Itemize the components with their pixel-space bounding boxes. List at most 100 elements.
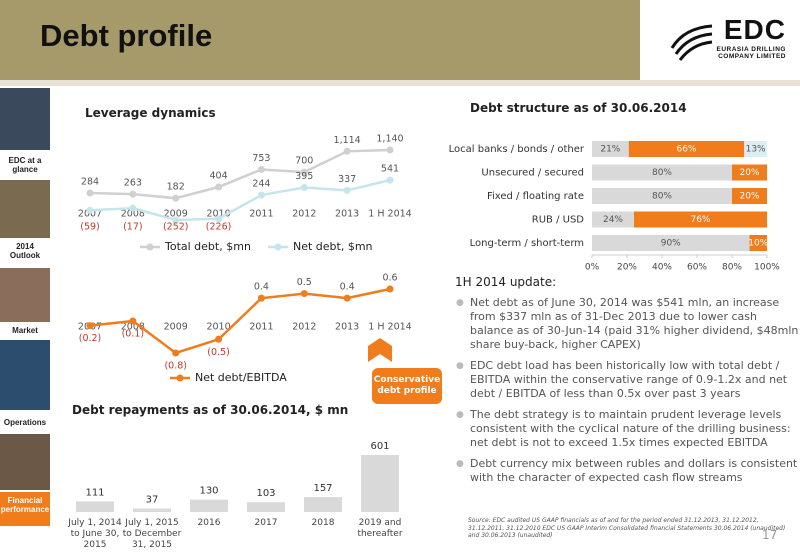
series-line (89, 178, 391, 222)
data-label: (226) (206, 222, 232, 233)
legend-label: Net debt, $mn (293, 240, 373, 253)
bar-segment (592, 141, 629, 157)
callout-chevron (368, 338, 392, 362)
bar (190, 499, 228, 512)
side-item: EDC at a glance (8, 156, 42, 174)
point (215, 335, 223, 343)
point (172, 194, 180, 202)
x-tick-label: July 1, 2014 to June 30, 2015 (68, 518, 122, 550)
bar-segment (732, 188, 767, 204)
data-label: (0.2) (79, 333, 102, 344)
bar-segment (744, 141, 767, 157)
point (300, 168, 308, 176)
side-item: Financial performance (0, 496, 50, 514)
data-label: 130 (199, 486, 218, 497)
bullet: Debt currency mix between rubles and dol… (456, 457, 800, 485)
side-item: 2014 Outlook (9, 242, 41, 260)
section-title: Debt structure as of 30.06.2014 (470, 101, 687, 115)
y-tick-label: Long-term / short-term (470, 238, 584, 249)
series-line (89, 287, 391, 355)
x-tick-label: 2008 (121, 322, 145, 333)
data-label: 20% (739, 168, 759, 178)
data-label: (0.5) (207, 347, 230, 358)
legend-label: Net debt/EBITDA (195, 371, 287, 384)
point (215, 215, 223, 223)
bullet: The debt strategy is to maintain prudent… (456, 408, 800, 450)
side-image (0, 88, 50, 150)
data-label: (59) (80, 222, 100, 233)
point (129, 204, 137, 212)
section-title: Debt repayments as of 30.06.2014, $ mn (72, 403, 349, 417)
bullet: Net debt as of June 30, 2014 was $541 ml… (456, 296, 800, 352)
point (386, 146, 394, 154)
x-tick-label: July 1, 2015 to December 31, 2015 (122, 518, 182, 550)
logo-area (640, 0, 800, 80)
x-tick-label: 1 H 2014 (368, 322, 411, 333)
bar-segment (628, 141, 745, 157)
point (257, 294, 265, 302)
point (129, 317, 137, 325)
slide-title: Debt profile (40, 18, 213, 53)
bar (304, 497, 342, 512)
logo-mark (670, 24, 713, 61)
data-label: 182 (167, 182, 185, 193)
logo-name: EDC (723, 14, 786, 45)
side-item: Operations (3, 418, 47, 427)
legend-marker (176, 374, 184, 382)
x-tick-label: 80% (722, 263, 742, 273)
data-label: (0.8) (164, 361, 187, 372)
data-label: 37 (146, 494, 159, 505)
bar-segment (592, 188, 732, 204)
side-image (0, 180, 50, 238)
data-label: 263 (124, 178, 142, 189)
side-image (0, 268, 50, 322)
data-label: 111 (85, 487, 104, 498)
bar-segment (749, 235, 767, 251)
legend-marker (274, 243, 282, 251)
point (386, 285, 394, 293)
point (257, 165, 265, 173)
data-label: 1,140 (376, 134, 403, 145)
point (86, 322, 94, 330)
x-tick-label: 2012 (292, 209, 316, 220)
x-tick-label: 0% (585, 263, 600, 273)
legend-marker (146, 243, 154, 251)
data-label: 80% (652, 192, 672, 202)
bullet: EDC debt load has been historically low … (456, 359, 800, 401)
page-number: 17 (762, 528, 778, 542)
data-label: 395 (295, 171, 313, 182)
x-tick-label: 2019 and thereafter (357, 518, 403, 539)
x-tick-label: 60% (687, 263, 707, 273)
data-label: 700 (295, 156, 313, 167)
bar-segment (634, 211, 767, 228)
x-tick-label: 2013 (335, 322, 359, 333)
update-title: 1H 2014 update: (455, 275, 557, 289)
point (257, 191, 265, 199)
data-label: (0.1) (122, 329, 145, 340)
data-label: 601 (370, 441, 389, 452)
x-tick-label: 2010 (206, 322, 230, 333)
data-label: 1,114 (334, 135, 361, 146)
data-label: (252) (163, 222, 189, 233)
point (343, 294, 351, 302)
data-label: 0.4 (254, 282, 269, 293)
y-tick-label: RUB / USD (532, 215, 585, 226)
callout: Conservative debt profile (372, 368, 442, 404)
data-label: 753 (252, 153, 270, 164)
x-tick-label: 2016 (197, 518, 221, 528)
bar-segment (732, 164, 767, 181)
x-tick-label: 2009 (164, 209, 188, 220)
bar-segment (592, 235, 750, 251)
data-label: 90% (661, 239, 681, 249)
x-tick-label: 2007 (78, 209, 102, 220)
data-label: 541 (381, 164, 399, 175)
data-label: 13% (746, 145, 766, 155)
point (129, 190, 137, 198)
x-tick-label: 1 H 2014 (368, 209, 411, 220)
x-tick-label: 2013 (335, 209, 359, 220)
logo: EDC EURASIA DRILLING COMPANY LIMITED (696, 14, 786, 60)
data-label: 337 (338, 174, 356, 185)
side-item: Market (12, 326, 38, 335)
